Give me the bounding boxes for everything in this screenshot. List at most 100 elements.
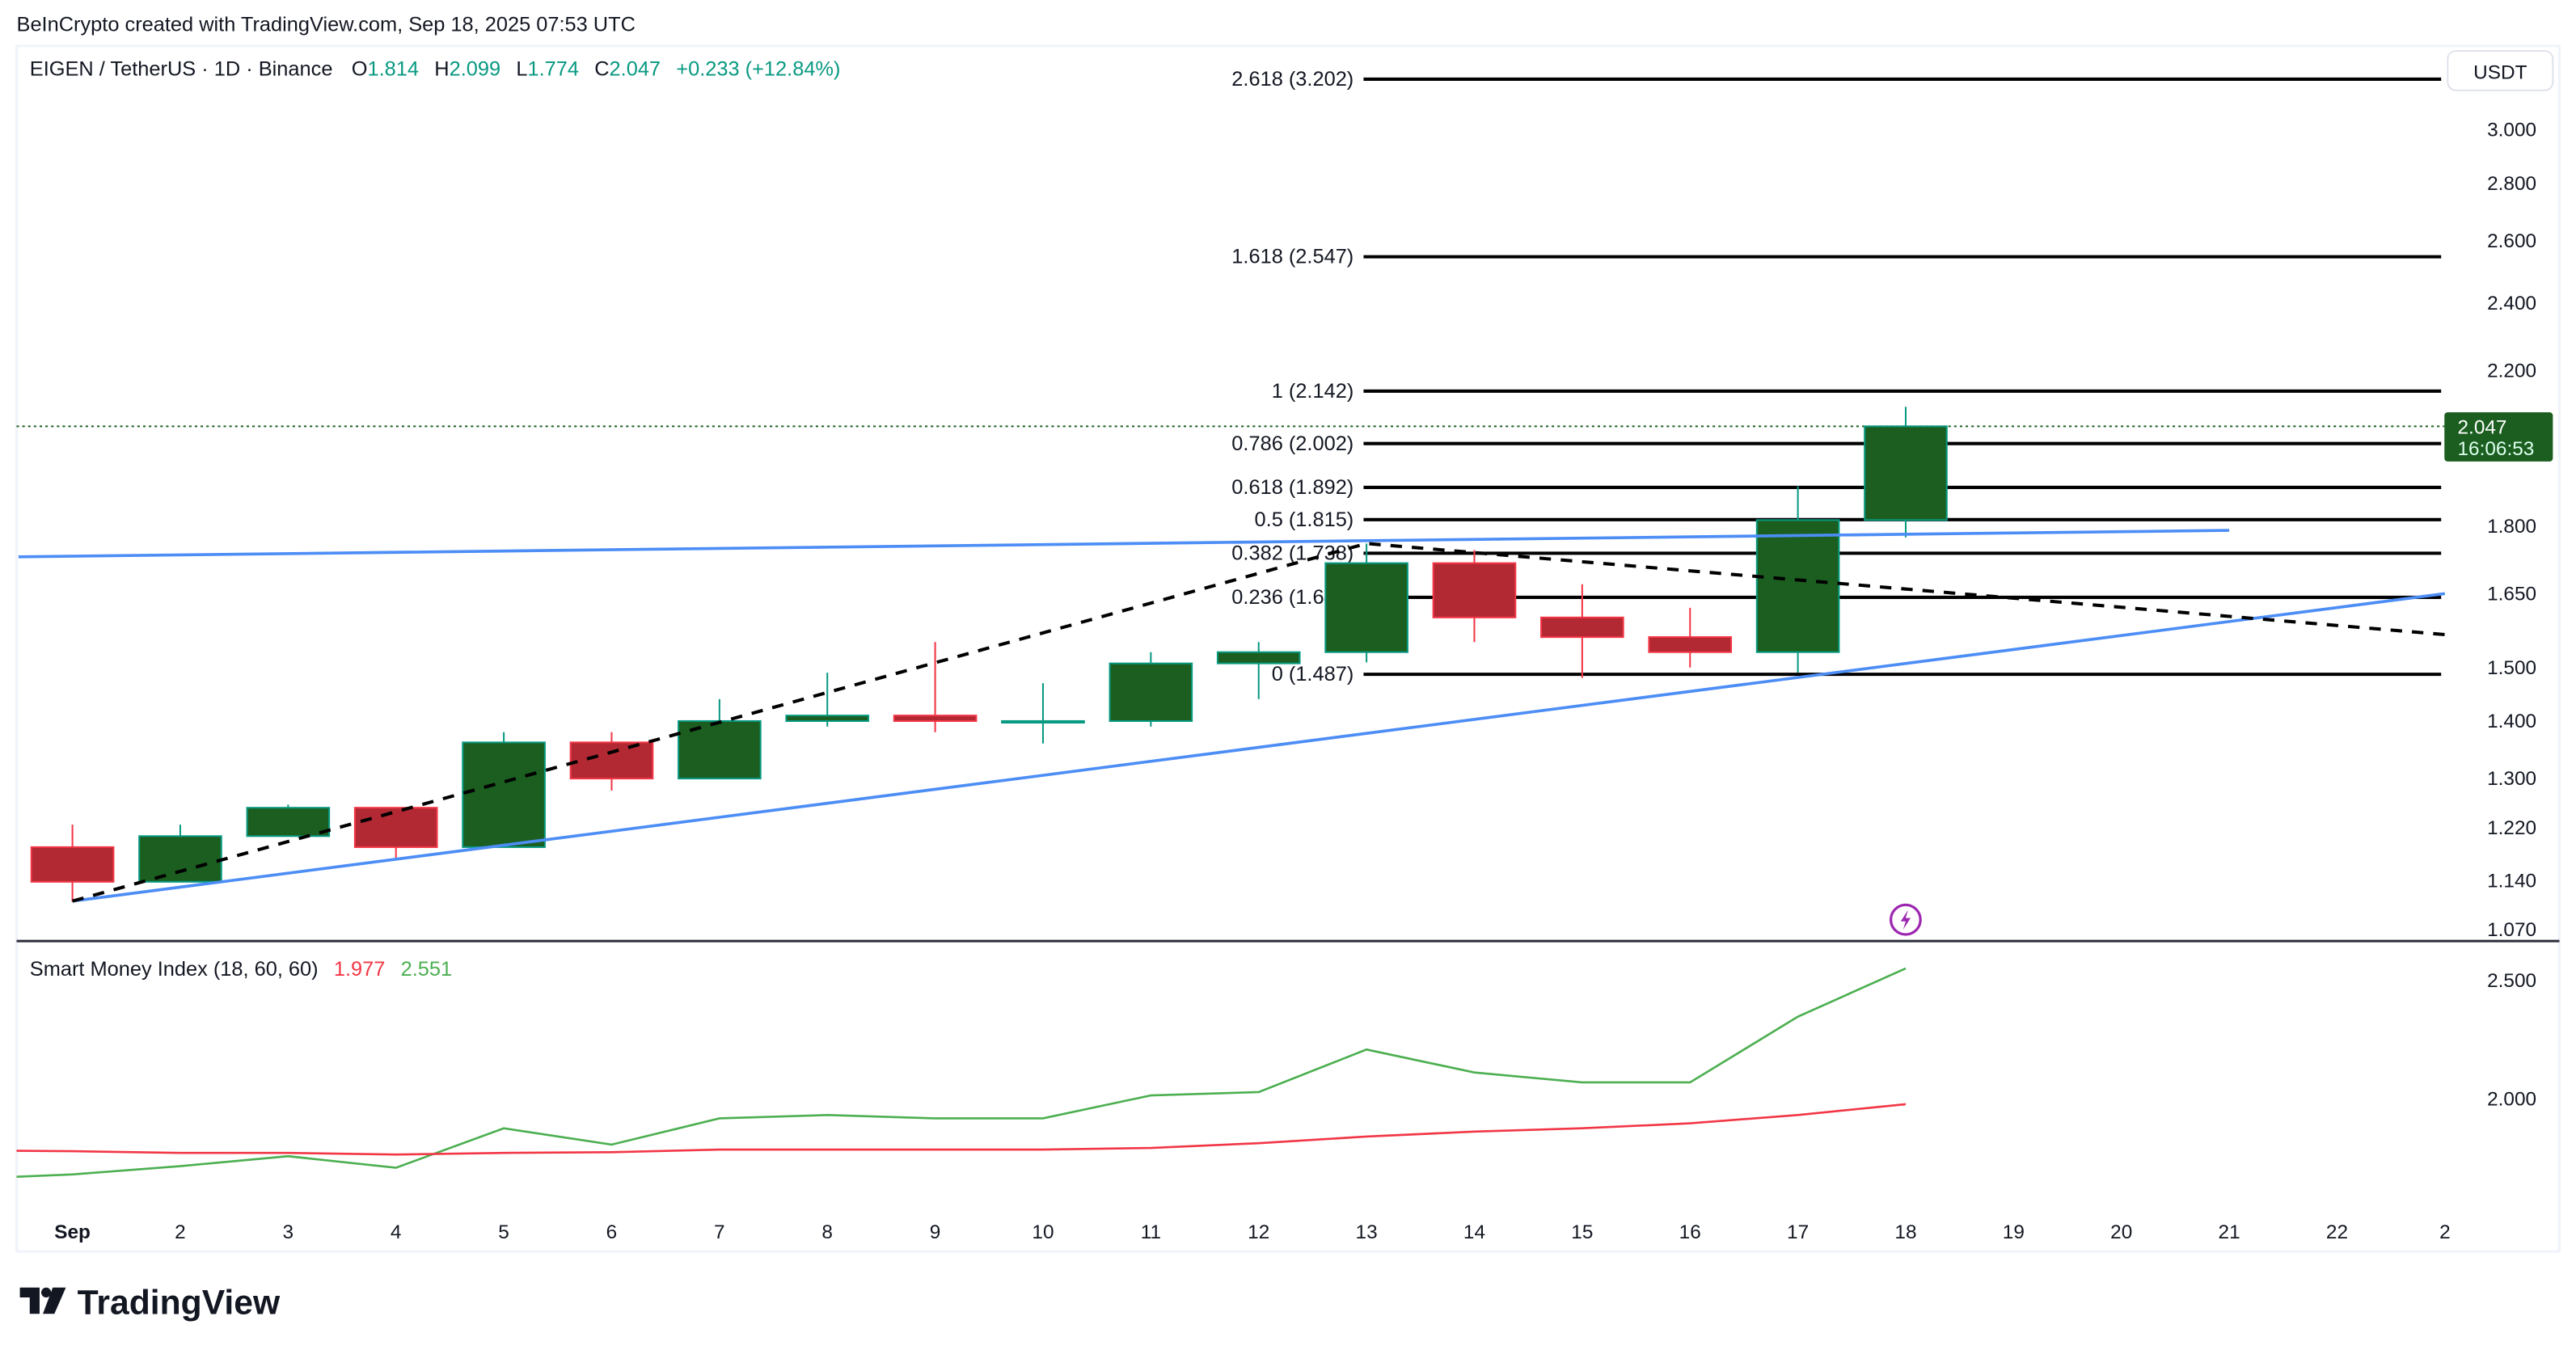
legend-o-label: O xyxy=(352,57,368,80)
candle-body xyxy=(1324,562,1408,653)
candle-body xyxy=(246,807,331,837)
smi-pane[interactable] xyxy=(16,967,1907,1179)
price-tick-label: 1.220 xyxy=(2487,817,2536,839)
date-tick-label: 5 xyxy=(498,1221,509,1243)
tradingview-logo[interactable]: TradingView xyxy=(19,1283,281,1322)
candle xyxy=(1648,607,1733,668)
date-tick-label: 16 xyxy=(1679,1221,1701,1243)
price-tick-label: 1.650 xyxy=(2487,583,2536,605)
date-tick-label: 2 xyxy=(175,1221,186,1243)
candle xyxy=(1216,642,1301,699)
price-tick-label: 2.400 xyxy=(2487,293,2536,314)
candle xyxy=(30,825,115,902)
indicator-value-green: 2.551 xyxy=(401,958,453,981)
date-tick-label: 9 xyxy=(930,1221,941,1243)
candle-body xyxy=(462,741,546,848)
candle-body xyxy=(30,846,115,883)
price-tick-label: 1.500 xyxy=(2487,657,2536,679)
candle xyxy=(1109,652,1193,727)
smi-green-line xyxy=(16,967,1907,1179)
candle xyxy=(462,732,546,848)
date-tick-label: 18 xyxy=(1894,1221,1916,1243)
candle-body xyxy=(1001,719,1085,724)
fib-label: 1 (2.142) xyxy=(1272,380,1354,403)
smi-tick-label: 2.500 xyxy=(2487,970,2536,992)
indicator-name: Smart Money Index (18, 60, 60) xyxy=(30,958,319,981)
date-tick-label: 15 xyxy=(1571,1221,1593,1243)
currency-button[interactable]: USDT xyxy=(2447,49,2554,91)
legend-c: 2.047 xyxy=(610,57,661,80)
date-tick-label: 14 xyxy=(1463,1221,1485,1243)
date-tick-label: 3 xyxy=(283,1221,294,1243)
trendline xyxy=(18,529,2230,559)
smi-red-line xyxy=(16,1103,1907,1156)
date-tick-label: 17 xyxy=(1787,1221,1809,1243)
fib-label: 0 (1.487) xyxy=(1272,663,1354,686)
legend-h: 2.099 xyxy=(450,57,501,80)
legend-h-label: H xyxy=(434,57,449,80)
candle-body xyxy=(1109,662,1193,722)
candle xyxy=(1432,550,1517,643)
legend-l-label: L xyxy=(516,57,527,80)
legend-change: +0.233 (+12.84%) xyxy=(676,57,840,80)
smi-tick-label: 2.000 xyxy=(2487,1088,2536,1110)
legend-l: 1.774 xyxy=(527,57,579,80)
date-tick-label: 6 xyxy=(606,1221,618,1243)
candle xyxy=(246,804,331,837)
trendline xyxy=(72,592,2446,903)
fib-label: 2.618 (3.202) xyxy=(1231,68,1353,91)
candle-body xyxy=(893,715,978,722)
candle xyxy=(1540,584,1624,678)
date-tick-label: 7 xyxy=(714,1221,725,1243)
legend-o: 1.814 xyxy=(368,57,419,80)
last-price: 2.047 xyxy=(2458,416,2507,438)
date-tick-label: 13 xyxy=(1356,1221,1378,1243)
candle-body xyxy=(1864,425,1948,521)
candle-body xyxy=(1755,519,1840,653)
legend-c-label: C xyxy=(594,57,609,80)
price-tick-label: 3.000 xyxy=(2487,120,2536,141)
credit-text: BeInCrypto created with TradingView.com,… xyxy=(17,14,636,36)
candle-body xyxy=(1540,616,1624,639)
candle xyxy=(138,825,222,883)
fib-label: 0.618 (1.892) xyxy=(1231,476,1353,499)
main-pane[interactable]: 2.618 (3.202) 1.618 (2.547) 1 (2.142) 0.786… xyxy=(16,68,2446,903)
candle-body xyxy=(1432,562,1517,618)
axes: 3.000 2.800 2.600 2.400 2.200 1.800 1.650 1.500… xyxy=(54,120,2536,1243)
date-tick-label: 20 xyxy=(2110,1221,2132,1243)
indicator-legend: Smart Money Index (18, 60, 60) 1.977 2.5… xyxy=(30,958,452,981)
date-tick-label: 8 xyxy=(821,1221,833,1243)
candle-body xyxy=(353,807,438,848)
fib-label: 0.5 (1.815) xyxy=(1255,508,1354,531)
candle xyxy=(1755,486,1840,673)
price-tick-label: 2.800 xyxy=(2487,173,2536,195)
candle xyxy=(353,807,438,861)
date-tick-label: 10 xyxy=(1032,1221,1054,1243)
price-tick-label: 2.600 xyxy=(2487,230,2536,252)
date-tick-label: 4 xyxy=(391,1221,402,1243)
candle-body xyxy=(1216,651,1301,664)
date-tick-label: 12 xyxy=(1248,1221,1269,1243)
price-tick-label: 1.800 xyxy=(2487,516,2536,538)
lightning-icon[interactable] xyxy=(1889,903,1922,936)
currency-label: USDT xyxy=(2473,62,2527,84)
candle xyxy=(1324,543,1408,663)
price-tick-label: 1.300 xyxy=(2487,768,2536,790)
candle xyxy=(1864,407,1948,538)
candle-body xyxy=(138,835,222,883)
candle xyxy=(1001,683,1085,744)
candle-body xyxy=(785,715,870,722)
date-tick-label: 2 xyxy=(2439,1221,2451,1243)
countdown: 16:06:53 xyxy=(2458,438,2535,460)
candle xyxy=(569,732,654,791)
fib-label: 1.618 (2.547) xyxy=(1231,246,1353,268)
date-tick-label: 22 xyxy=(2326,1221,2348,1243)
chart-frame xyxy=(15,44,2561,1253)
last-price-label: 2.047 16:06:53 xyxy=(2444,411,2553,462)
price-tick-label: 1.140 xyxy=(2487,870,2536,892)
price-tick-label: 2.200 xyxy=(2487,360,2536,382)
date-tick-label: 11 xyxy=(1141,1221,1161,1243)
candle xyxy=(785,673,870,727)
legend: EIGEN / TetherUS · 1D · Binance O1.814 H… xyxy=(30,57,841,80)
